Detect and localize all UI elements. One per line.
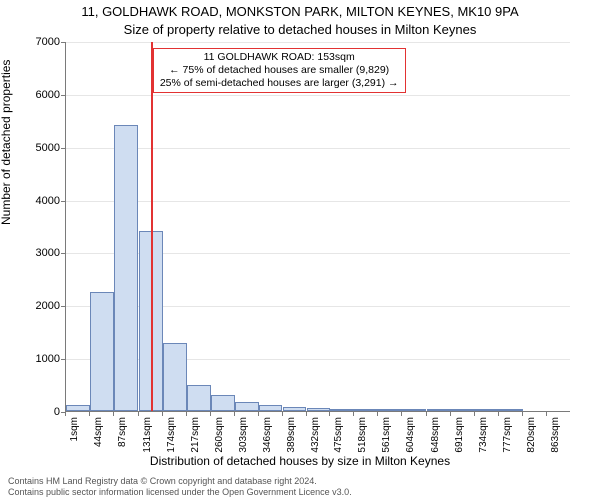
x-tick [329, 412, 330, 416]
x-tick [353, 412, 354, 416]
figure: 11, GOLDHAWK ROAD, MONKSTON PARK, MILTON… [0, 0, 600, 500]
annotation-line: 11 GOLDHAWK ROAD: 153sqm [160, 51, 399, 64]
x-tick [234, 412, 235, 416]
x-tick [306, 412, 307, 416]
histogram-bar [211, 395, 235, 411]
x-tick-label: 346sqm [262, 417, 273, 477]
y-tick [61, 201, 66, 206]
y-tick-label: 1000 [10, 353, 60, 365]
histogram-bar [307, 408, 331, 411]
y-tick [61, 148, 66, 153]
y-tick [61, 253, 66, 258]
histogram-bar [90, 292, 114, 411]
x-tick-label: 475sqm [333, 417, 344, 477]
x-tick [522, 412, 523, 416]
x-tick [162, 412, 163, 416]
x-tick-label: 604sqm [405, 417, 416, 477]
histogram-bar [283, 407, 307, 411]
x-tick-label: 260sqm [214, 417, 225, 477]
histogram-bar [163, 343, 187, 411]
histogram-bar [499, 409, 523, 411]
x-tick [450, 412, 451, 416]
annotation-line: 25% of semi-detached houses are larger (… [160, 77, 399, 90]
x-tick-label: 561sqm [381, 417, 392, 477]
x-tick-label: 44sqm [93, 417, 104, 477]
footer-line-2: Contains public sector information licen… [8, 487, 592, 498]
x-tick [210, 412, 211, 416]
y-tick [61, 95, 66, 100]
grid-line [66, 95, 570, 96]
y-tick-label: 2000 [10, 300, 60, 312]
histogram-bar [66, 405, 90, 411]
x-tick-label: 863sqm [550, 417, 561, 477]
histogram-bar [259, 405, 283, 411]
x-tick [186, 412, 187, 416]
plot-inner [65, 42, 570, 412]
histogram-bar [402, 409, 426, 411]
x-tick [113, 412, 114, 416]
x-tick-label: 303sqm [238, 417, 249, 477]
x-tick [65, 412, 66, 416]
histogram-bar [235, 402, 259, 411]
histogram-bar [378, 409, 402, 411]
y-tick [61, 359, 66, 364]
histogram-bar [427, 409, 451, 411]
histogram-bar [354, 409, 378, 411]
x-tick [89, 412, 90, 416]
x-tick [498, 412, 499, 416]
annotation-box: 11 GOLDHAWK ROAD: 153sqm← 75% of detache… [153, 48, 406, 93]
x-tick-label: 518sqm [357, 417, 368, 477]
y-tick-label: 0 [10, 406, 60, 418]
x-tick [258, 412, 259, 416]
grid-line [66, 148, 570, 149]
histogram-bar [451, 409, 475, 411]
histogram-bar [330, 409, 354, 411]
y-tick [61, 306, 66, 311]
footer: Contains HM Land Registry data © Crown c… [8, 476, 592, 499]
y-tick-label: 7000 [10, 36, 60, 48]
x-tick-label: 217sqm [190, 417, 201, 477]
x-tick [282, 412, 283, 416]
x-tick-label: 1sqm [69, 417, 80, 477]
annotation-line: ← 75% of detached houses are smaller (9,… [160, 64, 399, 77]
histogram-bar [475, 409, 499, 411]
x-tick-label: 389sqm [286, 417, 297, 477]
x-tick-label: 87sqm [117, 417, 128, 477]
y-tick-label: 4000 [10, 195, 60, 207]
plot-area [65, 42, 570, 412]
y-tick [61, 42, 66, 47]
chart-title-main: 11, GOLDHAWK ROAD, MONKSTON PARK, MILTON… [0, 4, 600, 19]
x-tick [546, 412, 547, 416]
x-tick-label: 432sqm [310, 417, 321, 477]
grid-line [66, 201, 570, 202]
x-tick [138, 412, 139, 416]
x-tick [426, 412, 427, 416]
x-tick-label: 648sqm [430, 417, 441, 477]
histogram-bar [187, 385, 211, 411]
x-tick [377, 412, 378, 416]
footer-line-1: Contains HM Land Registry data © Crown c… [8, 476, 592, 487]
marker-line [151, 42, 153, 411]
x-tick [474, 412, 475, 416]
histogram-bar [114, 125, 138, 411]
grid-line [66, 42, 570, 43]
x-tick-label: 174sqm [166, 417, 177, 477]
y-tick-label: 6000 [10, 89, 60, 101]
x-tick-label: 820sqm [526, 417, 537, 477]
y-tick-label: 3000 [10, 247, 60, 259]
x-tick-label: 691sqm [454, 417, 465, 477]
x-tick-label: 734sqm [478, 417, 489, 477]
y-tick-label: 5000 [10, 142, 60, 154]
x-tick-label: 131sqm [142, 417, 153, 477]
x-tick-label: 777sqm [502, 417, 513, 477]
x-tick [401, 412, 402, 416]
chart-title-sub: Size of property relative to detached ho… [0, 22, 600, 37]
